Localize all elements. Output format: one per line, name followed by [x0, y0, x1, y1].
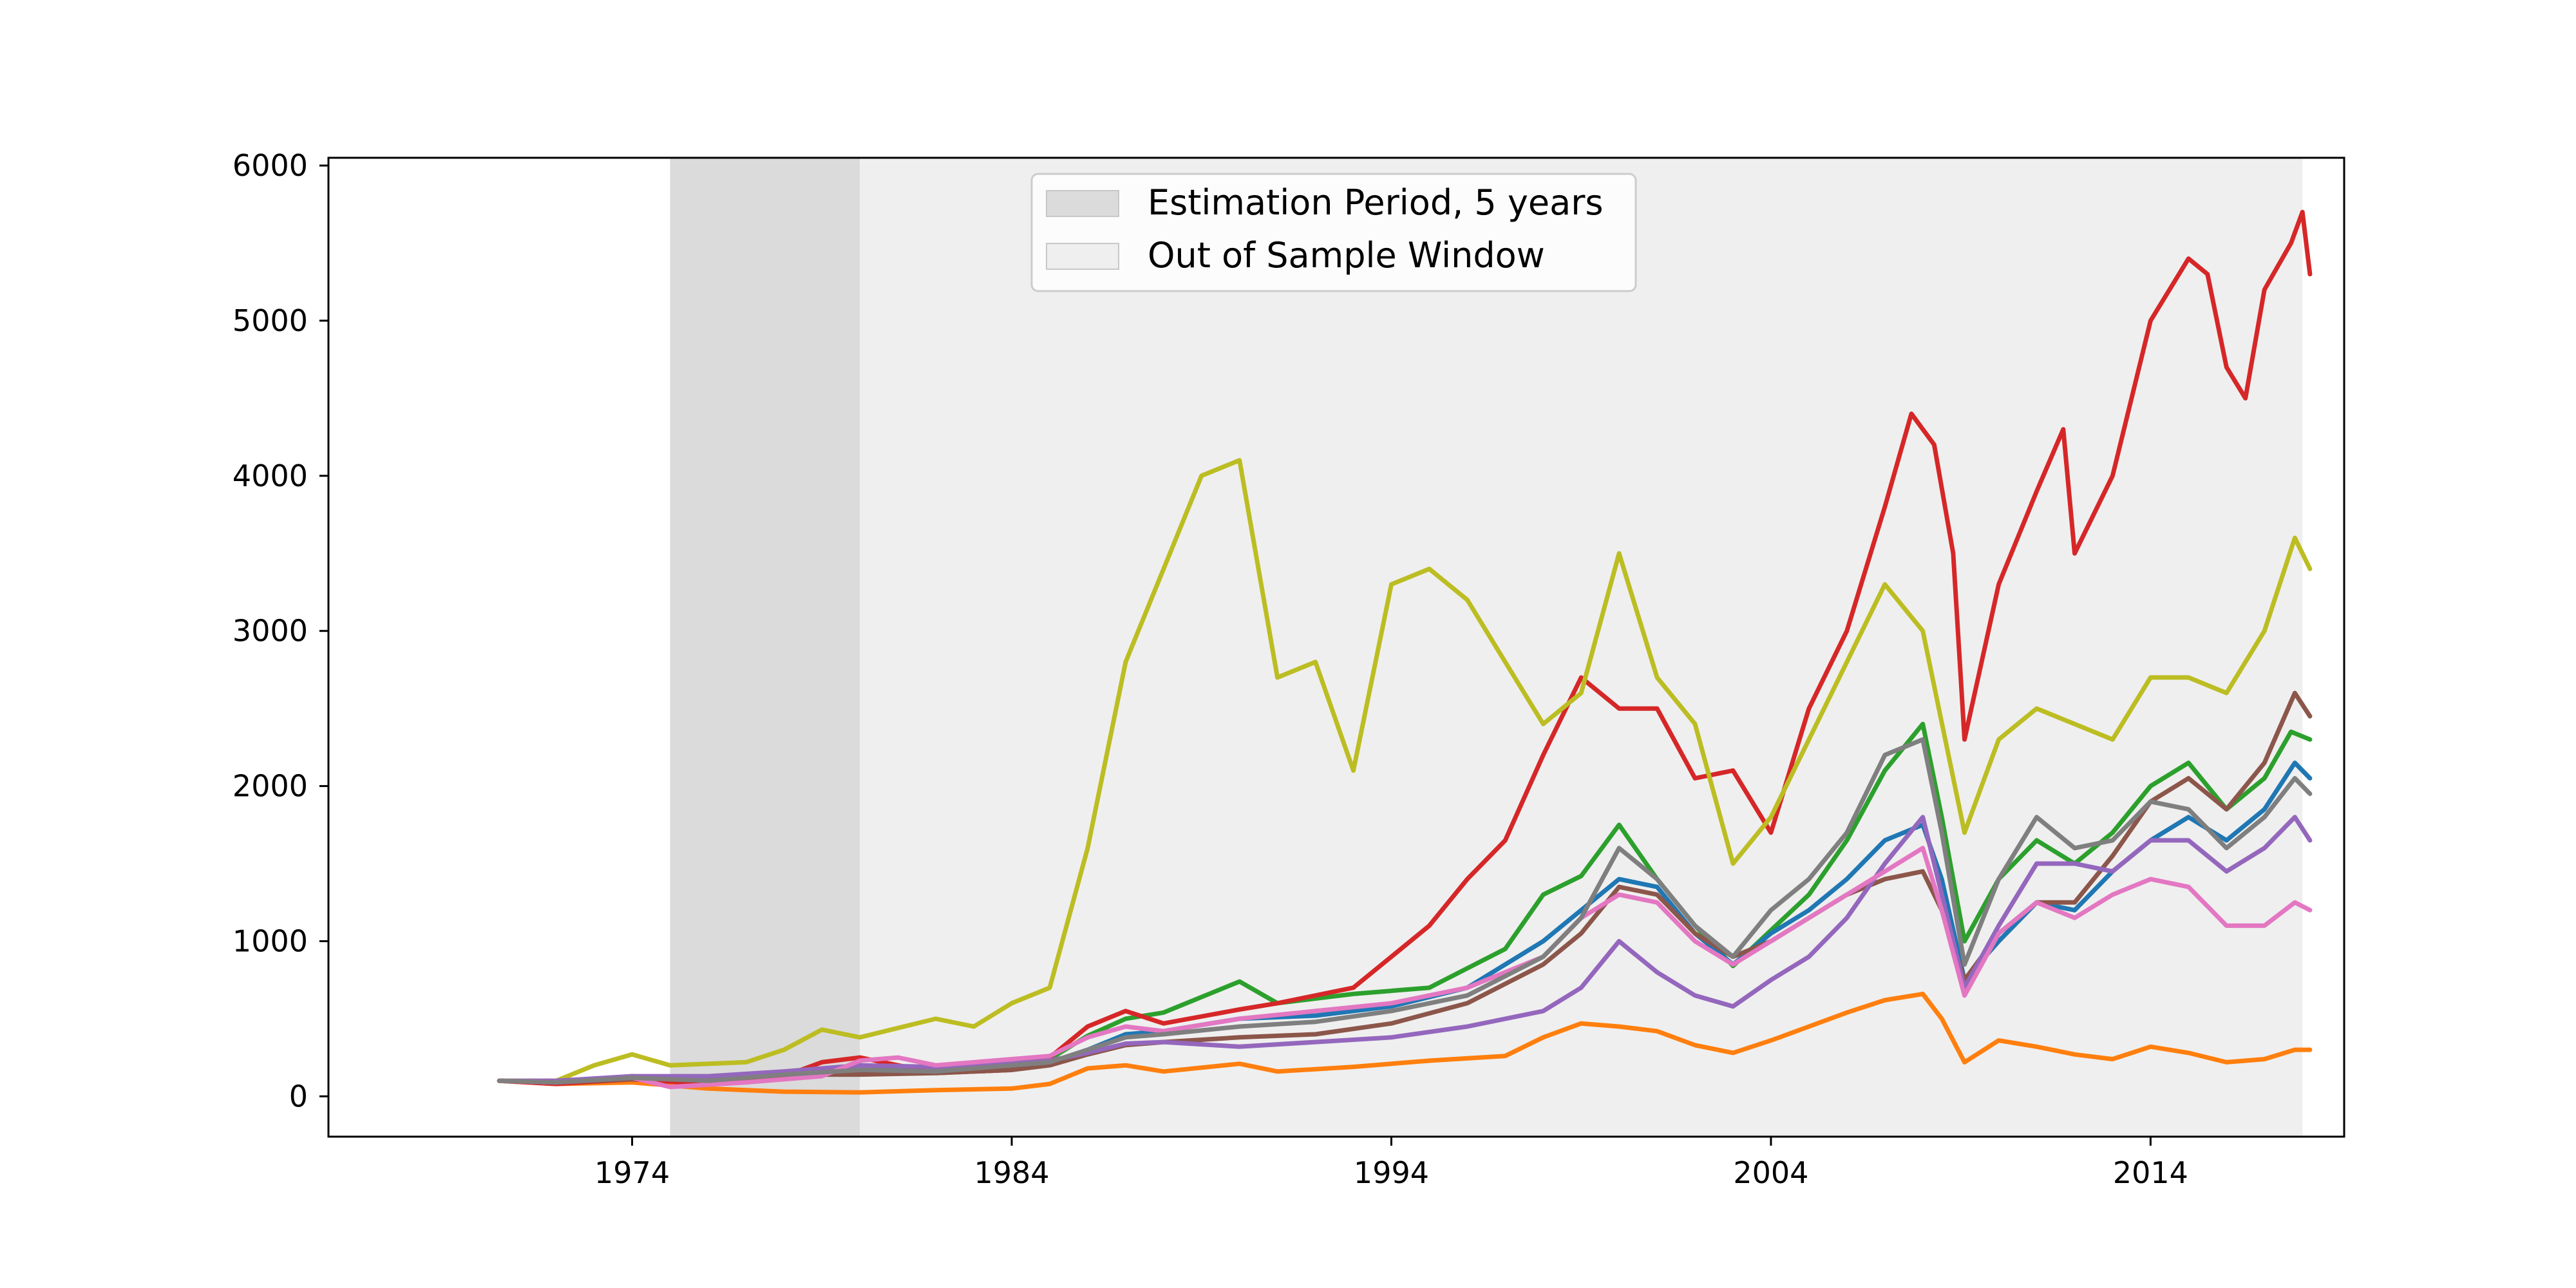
plot-frame: [327, 156, 2345, 1138]
legend-label-out-of-sample: Out of Sample Window: [1148, 235, 1545, 276]
x-tick-label: 2004: [1733, 1155, 1808, 1190]
y-tick-label: 3000: [232, 614, 308, 649]
legend-swatch-estimation-period: [1046, 190, 1119, 217]
shaded-region-1: [860, 158, 2303, 1137]
series-lines: [497, 209, 2313, 1095]
series-line-2: [497, 991, 2313, 1095]
series-line-4: [497, 458, 2313, 1083]
series-line-6: [497, 815, 2313, 1083]
x-tick-label: 1994: [1354, 1155, 1429, 1190]
y-tick-label: 2000: [232, 769, 308, 804]
shaded-regions: [670, 158, 2303, 1137]
series-line-8: [497, 737, 2313, 1085]
legend-label-estimation-period: Estimation Period, 5 years: [1148, 182, 1604, 223]
x-tick-label: 2014: [2113, 1155, 2188, 1190]
y-axis: 0 1000 2000 3000 4000 5000 6000: [232, 148, 328, 1113]
x-axis: 1974 1984 1994 2004 2014: [594, 1137, 2188, 1190]
legend-box: [1030, 173, 1637, 292]
y-tick-label: 6000: [232, 148, 308, 183]
x-tick-label: 1984: [974, 1155, 1049, 1190]
legend: Estimation Period, 5 years Out of Sample…: [1030, 173, 1637, 292]
legend-swatch-out-of-sample: [1046, 243, 1119, 270]
shaded-region-0: [670, 158, 860, 1137]
y-tick-label: 0: [289, 1079, 308, 1113]
series-line-7: [497, 846, 2313, 1090]
series-line-5: [497, 690, 2313, 1085]
x-tick-label: 1974: [594, 1155, 670, 1190]
y-tick-label: 4000: [232, 459, 308, 493]
y-tick-label: 5000: [232, 303, 308, 338]
y-tick-label: 1000: [232, 923, 308, 958]
